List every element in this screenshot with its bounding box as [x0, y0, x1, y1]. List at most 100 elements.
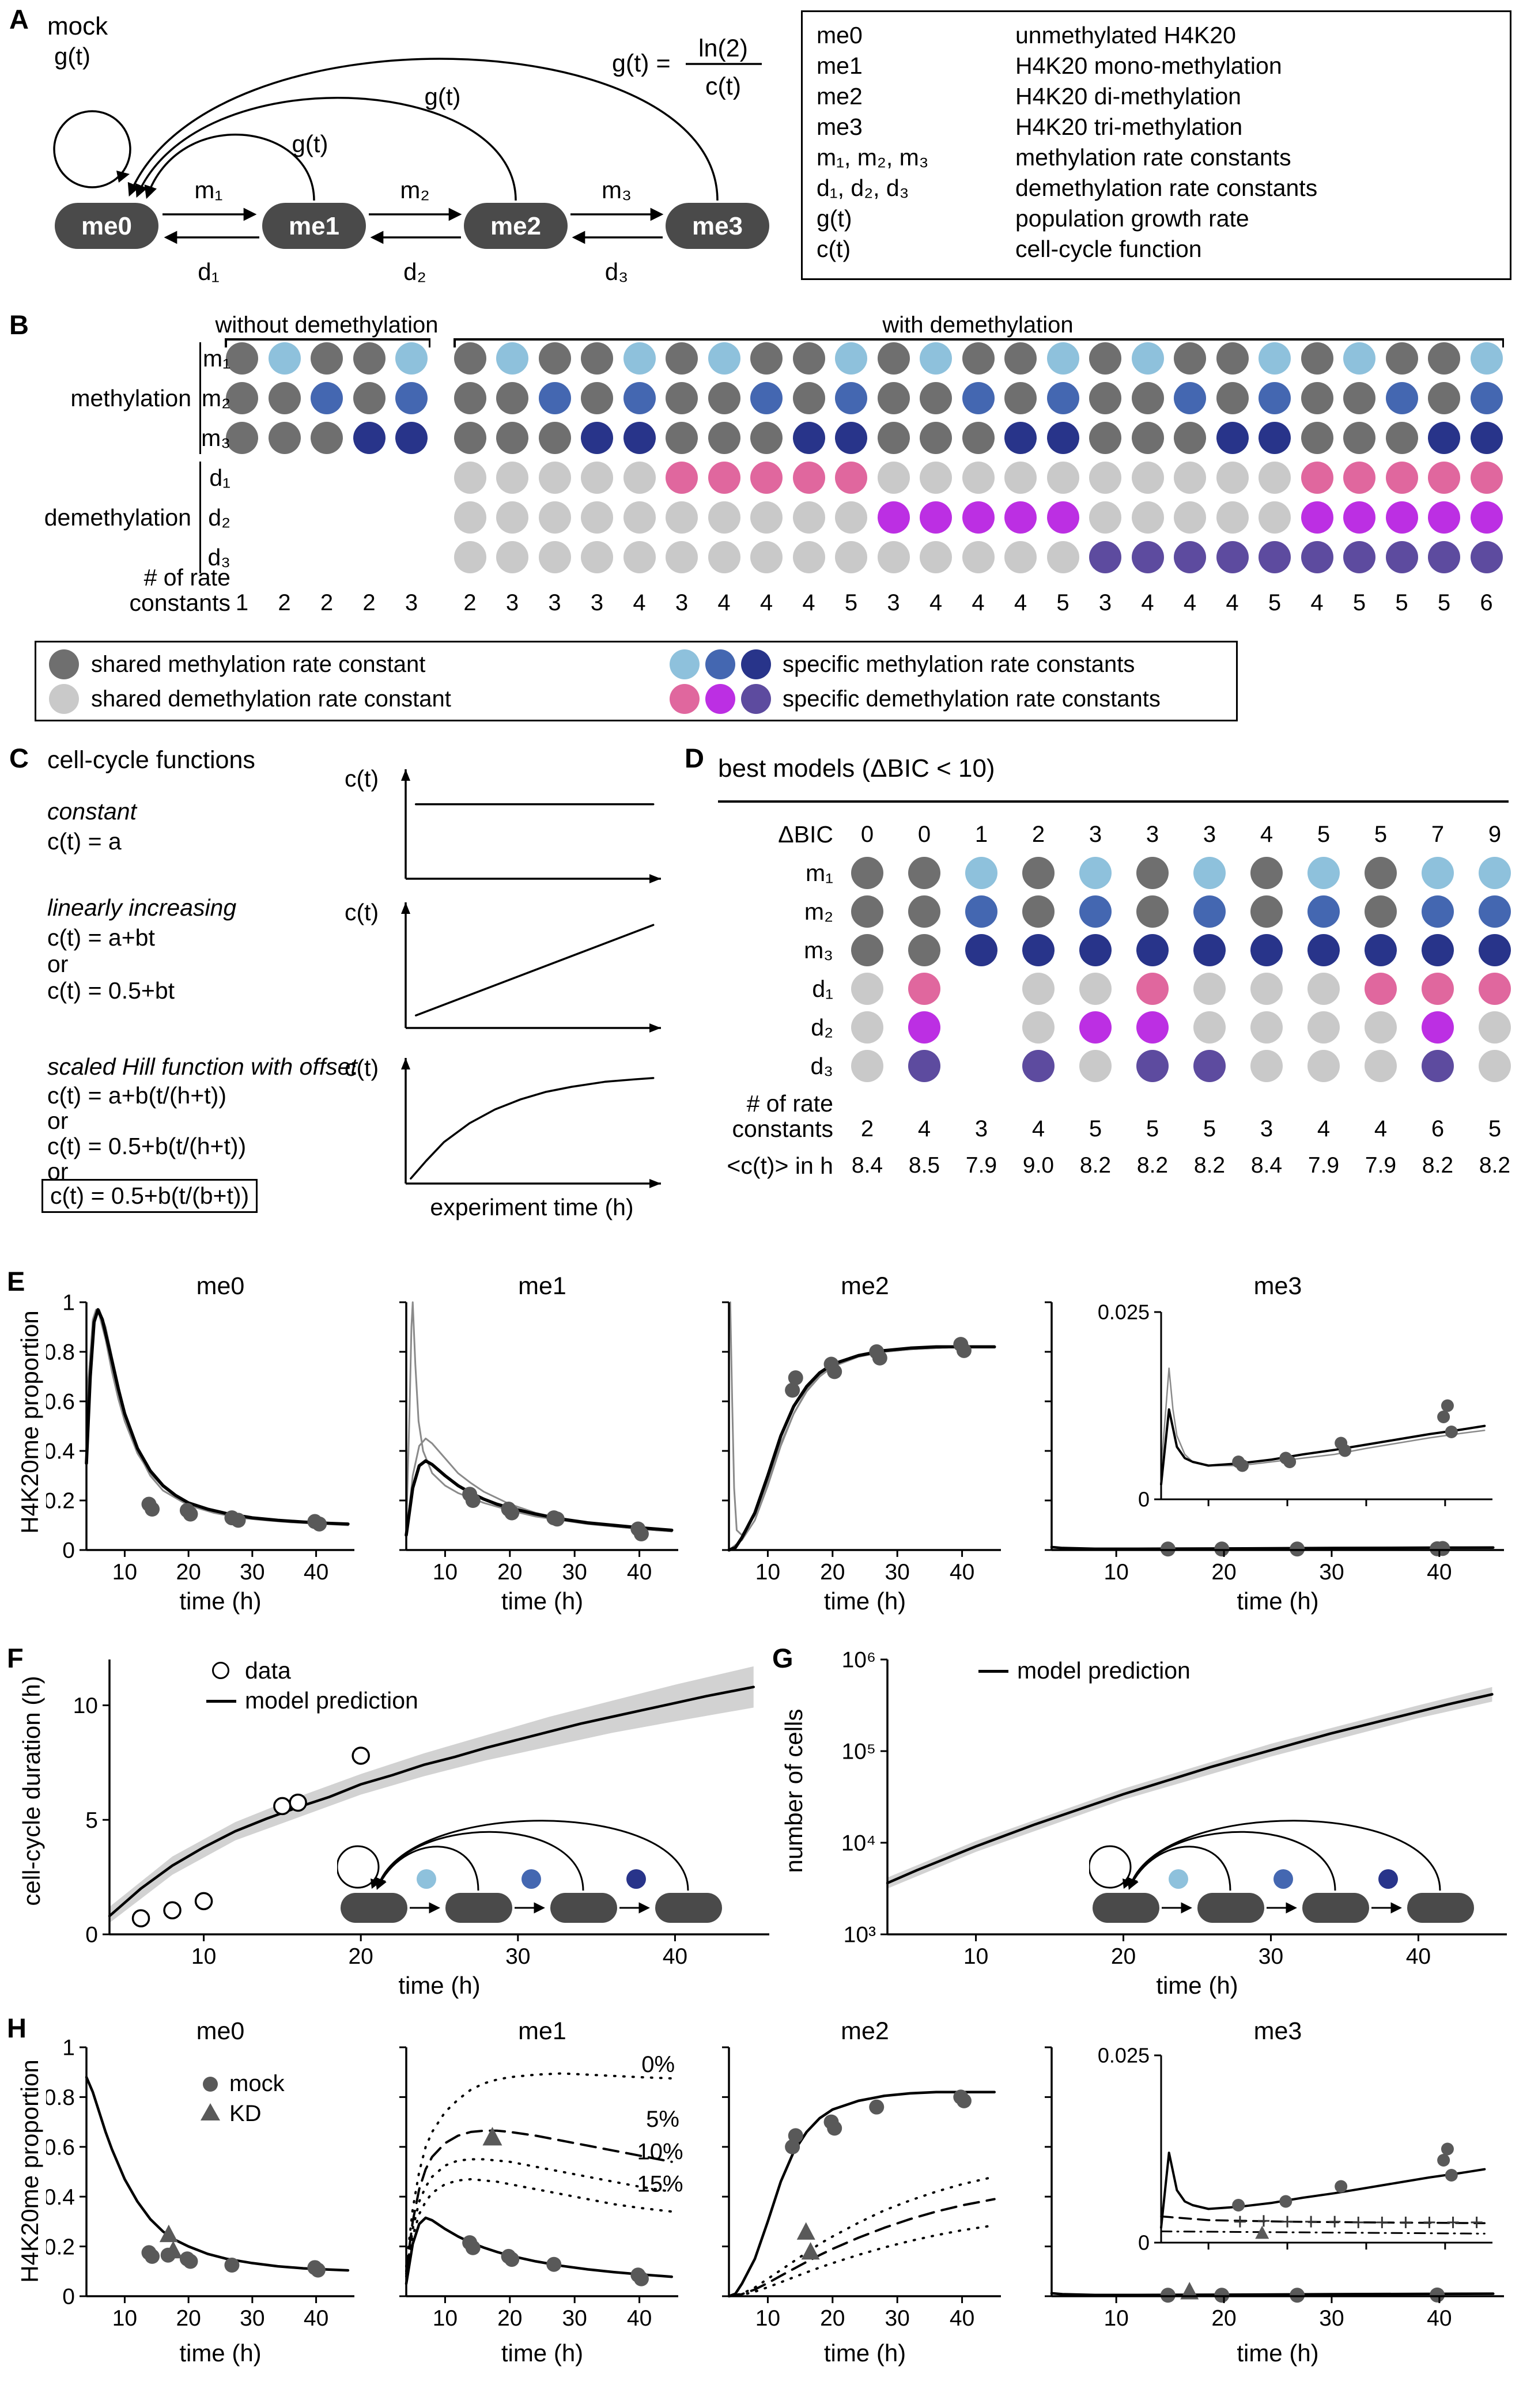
- rate-dot: [908, 1011, 940, 1044]
- model-term-row: me0 unmethylated H4K20: [817, 22, 1236, 48]
- linear-formula-1: c(t) = a+bt: [47, 924, 155, 951]
- svg-text:40: 40: [304, 2306, 328, 2331]
- model-line-icon-g: [978, 1670, 1008, 1673]
- mean-cell-cycle-value: 7.9: [965, 1153, 997, 1178]
- rate-dot: [623, 501, 656, 534]
- rate-dot: [1479, 1011, 1511, 1044]
- rate-dot: [1479, 973, 1511, 1005]
- rate-dot: [920, 342, 952, 375]
- rate-constants-label-1: # of rate: [746, 1090, 833, 1117]
- rate-dot: [1004, 422, 1037, 454]
- svg-text:5%: 5%: [646, 2107, 679, 2132]
- rate-dot: [268, 342, 301, 375]
- mean-cell-cycle-value: 7.9: [1365, 1153, 1397, 1178]
- data-legend-label: data: [245, 1657, 291, 1684]
- rate-dot: [666, 342, 698, 375]
- legend-dot: [705, 684, 735, 714]
- legend-text: specific methylation rate constants: [783, 652, 1135, 677]
- rate-dot: [538, 382, 571, 414]
- rate-dot: [1259, 342, 1291, 375]
- matrix-row-label: m₃: [201, 425, 230, 451]
- svg-text:0: 0: [62, 2285, 75, 2309]
- svg-text:0.4: 0.4: [46, 2185, 75, 2210]
- rate-dot: [1174, 422, 1206, 454]
- rate-dot: [1250, 857, 1283, 889]
- rate-constant-count: 4: [972, 590, 985, 615]
- dbic-row-label: ΔBIC: [778, 821, 833, 848]
- svg-text:0.2: 0.2: [46, 2235, 75, 2259]
- rate-dot: [1174, 501, 1206, 534]
- rate-dot: [496, 501, 528, 534]
- dilution-arc-me2: [135, 96, 517, 201]
- rate-dot: [877, 342, 910, 375]
- svg-text:20: 20: [497, 1560, 522, 1585]
- panel-c-label: C: [9, 743, 29, 773]
- rate-dot: [1470, 342, 1503, 375]
- svg-text:20: 20: [820, 1560, 845, 1585]
- matrix-row-label: m₁: [806, 860, 833, 886]
- plot-g: 10 20 30 40 10³ 10⁴ 10⁵ 10⁶ time (h): [801, 1643, 1516, 2001]
- rate-dot: [1365, 895, 1397, 928]
- rate-dot: [538, 501, 571, 534]
- rate-dot: [1422, 934, 1454, 966]
- matrix-row-label: d₁: [812, 976, 833, 1002]
- plot-h-me3: 10 20 30 40 me3 time (h): [1023, 2016, 1510, 2368]
- svg-text:20: 20: [820, 2306, 845, 2331]
- svg-text:10⁵: 10⁵: [841, 1740, 876, 1764]
- svg-text:10⁴: 10⁴: [841, 1831, 876, 1856]
- growth-formula-lhs: g(t) =: [612, 50, 671, 77]
- rate-dot: [1046, 541, 1079, 573]
- rate-dot: [1136, 857, 1169, 889]
- svg-text:15%: 15%: [637, 2172, 683, 2197]
- svg-text:1: 1: [62, 1291, 75, 1315]
- rate-dot: [395, 342, 428, 375]
- kd-label: KD: [229, 2101, 262, 2126]
- rate-dot: [1385, 342, 1418, 375]
- rate-dot: [496, 541, 528, 573]
- rate-constant-count: 3: [590, 590, 604, 615]
- rate-dot: [1250, 1011, 1283, 1044]
- rate-dot: [268, 382, 301, 414]
- rate-dot: [1343, 541, 1375, 573]
- svg-text:10: 10: [433, 2306, 458, 2331]
- plot-h-me2: 10 20 30 40 me2 time (h): [700, 2016, 1006, 2368]
- plot-linear: [398, 897, 666, 1035]
- rate-dot: [908, 1050, 940, 1082]
- rate-dot: [1479, 934, 1511, 966]
- rate-dot: [1307, 1050, 1340, 1082]
- rate-dot: [851, 857, 883, 889]
- growth-formula-numerator: ln(2): [698, 35, 748, 62]
- rate-dot: [1046, 422, 1079, 454]
- svg-text:0.8: 0.8: [46, 1340, 75, 1365]
- rate-dot: [1046, 462, 1079, 494]
- hill-formula-1: c(t) = a+b(t/(h+t)): [47, 1082, 227, 1109]
- svg-text:0.025: 0.025: [1098, 2047, 1150, 2067]
- rate-dot: [311, 422, 343, 454]
- best-models-title: best models (ΔBIC < 10): [718, 754, 995, 782]
- svg-text:time (h): time (h): [398, 1972, 480, 1999]
- svg-text:10%: 10%: [637, 2139, 683, 2164]
- best-models-panel: best models (ΔBIC < 10) ΔBIC m₁ m₂ m₃ d₁ d₂ d₃…: [680, 746, 1523, 1201]
- hill-formula-2: c(t) = 0.5+b(t/(h+t)): [47, 1133, 247, 1159]
- rate-constant-count: 5: [1395, 590, 1408, 615]
- rate-dot: [1131, 342, 1164, 375]
- rate-dot: [1470, 422, 1503, 454]
- dilution-arc-me3: [127, 58, 719, 201]
- plot-constant: [398, 763, 666, 886]
- rate-dot: [1022, 934, 1055, 966]
- rate-dot: [1004, 382, 1037, 414]
- rate-dot: [454, 541, 486, 573]
- rate-dot: [1079, 1011, 1112, 1044]
- rate-constant-count: 3: [405, 590, 418, 615]
- rate-dot: [1428, 342, 1460, 375]
- rate-dot: [1250, 895, 1283, 928]
- rate-constant-count: 4: [802, 590, 815, 615]
- svg-text:0%: 0%: [641, 2052, 675, 2077]
- rate-constant-count: 2: [362, 590, 376, 615]
- rate-dot: [1385, 382, 1418, 414]
- rate-constant-count: 3: [1098, 590, 1112, 615]
- bracket-tick: [454, 338, 456, 347]
- rate-dot: [962, 462, 995, 494]
- svg-text:0.2: 0.2: [46, 1489, 75, 1514]
